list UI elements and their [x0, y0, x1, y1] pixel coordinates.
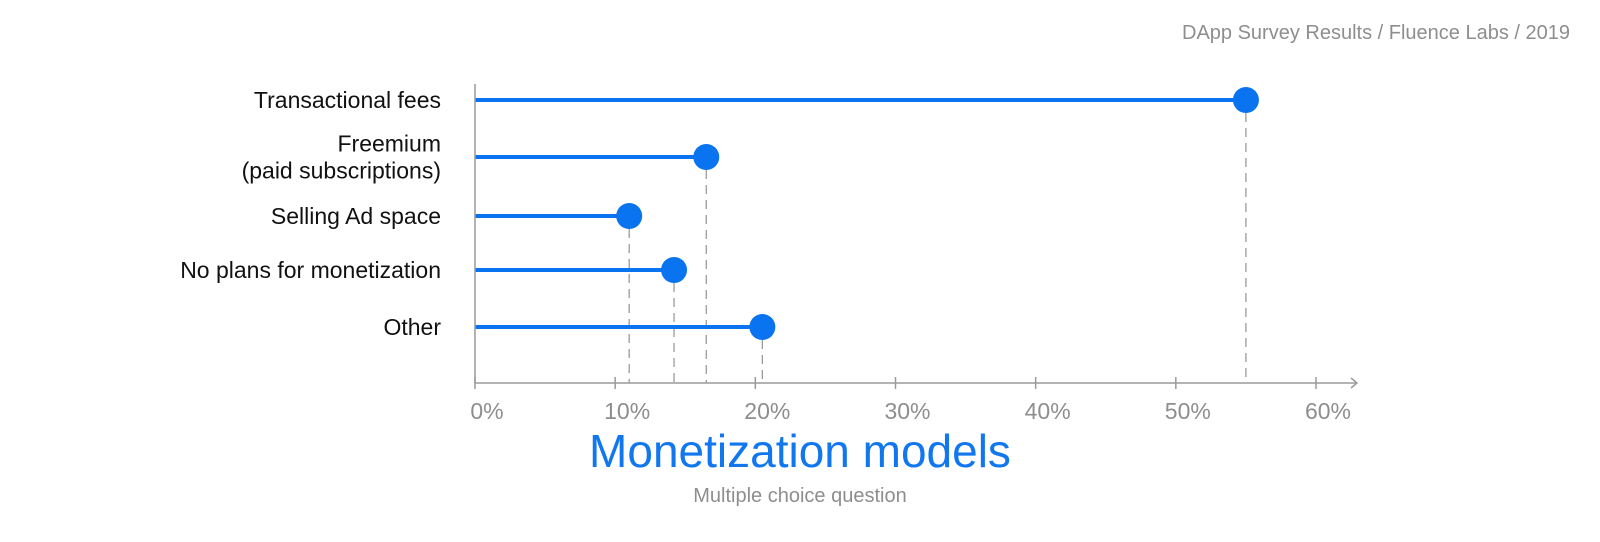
category-label: Other [383, 314, 441, 340]
x-tick-label: 10% [604, 398, 650, 420]
lollipop-marker [616, 203, 643, 229]
lollipop-marker [1232, 87, 1259, 113]
category-label: Transactional fees [254, 87, 441, 113]
source-credit: DApp Survey Results / Fluence Labs / 201… [1182, 22, 1570, 44]
lollipop-stems [475, 98, 1246, 329]
category-label: (paid subscriptions) [242, 158, 441, 184]
x-tick-label: 30% [884, 398, 930, 420]
category-label: Freemium [337, 131, 441, 157]
category-label: Selling Ad space [271, 203, 441, 229]
category-labels: Transactional fees Freemium(paid subscrip… [180, 87, 441, 340]
category-label: No plans for monetization [180, 257, 441, 283]
lollipop-markers [616, 87, 1259, 340]
x-tick-label: 0% [470, 398, 503, 420]
x-axis-arrow-icon [1350, 377, 1359, 389]
x-tick-label: 50% [1165, 398, 1211, 420]
x-tick-label: 40% [1025, 398, 1071, 420]
lollipop-marker [661, 257, 688, 283]
lollipop-marker [749, 314, 776, 340]
x-tick-label: 20% [744, 398, 790, 420]
guide-lines [628, 113, 1247, 383]
x-axis-ticks: 0% 10% 20% 30% 40% 50% 60% [470, 377, 1351, 420]
x-tick-label: 60% [1305, 398, 1351, 420]
chart-subtitle: Multiple choice question [693, 485, 907, 507]
chart-title: Monetization models [589, 425, 1011, 477]
chart-axes [474, 84, 1359, 389]
lollipop-chart: 0% 10% 20% 30% 40% 50% 60% Transactional fees F… [180, 84, 1359, 420]
lollipop-marker [693, 144, 720, 170]
